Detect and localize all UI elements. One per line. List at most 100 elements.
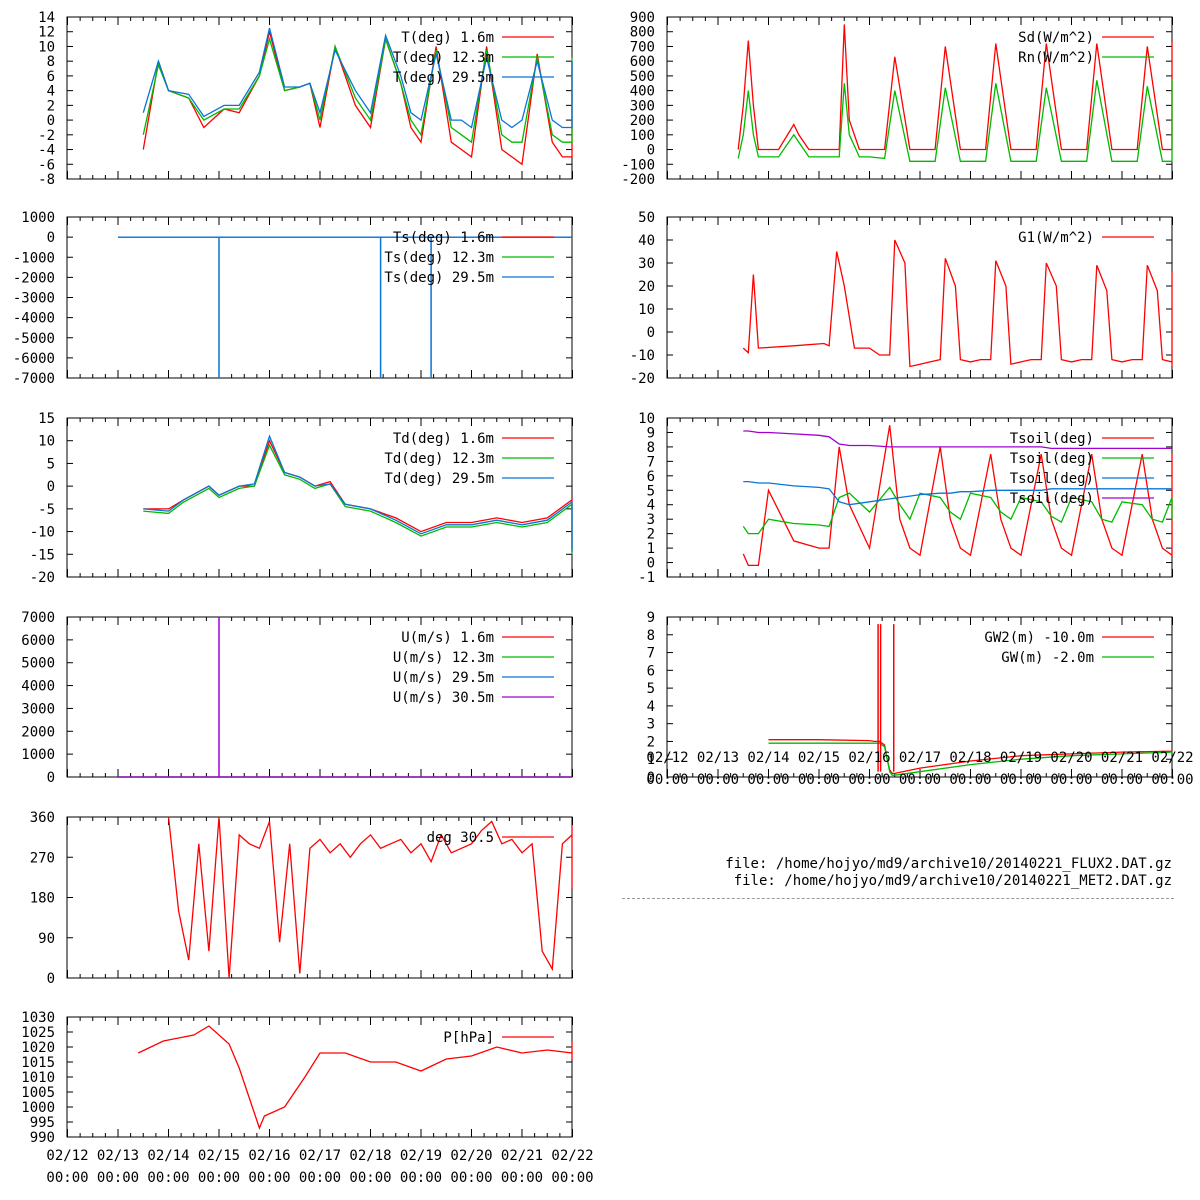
- series-line-P-0: [137, 1025, 573, 1130]
- y-tick-label: -2000: [13, 270, 55, 286]
- series-line-T-2: [142, 27, 573, 129]
- x-tick-label-time: 00:00: [198, 1170, 240, 1186]
- y-tick-label: 700: [630, 39, 655, 55]
- plot-frame-G1: [666, 216, 1173, 379]
- y-tick-label: 1000: [21, 747, 55, 763]
- y-tick-label: 6000: [21, 633, 55, 649]
- y-tick-label: 15: [38, 411, 55, 427]
- y-tick-label: -1: [638, 570, 655, 586]
- plot-frame-P: [66, 1016, 573, 1138]
- legend-label: Td(deg) 29.5m: [384, 471, 494, 487]
- x-tick-label-date: 02/18: [349, 1148, 391, 1164]
- y-tick-label: 5: [647, 681, 655, 697]
- series-line-Tsoil-2: [743, 480, 1172, 506]
- y-tick-label: 4: [647, 498, 655, 514]
- x-tick-label-time: 00:00: [349, 1170, 391, 1186]
- y-tick-label: 270: [30, 850, 55, 866]
- series-line-Rad-0: [737, 24, 1173, 151]
- y-tick-label: 9: [647, 425, 655, 441]
- y-tick-label: 10: [38, 39, 55, 55]
- y-tick-label: 7: [647, 454, 655, 470]
- x-tick-label-time: 00:00: [299, 1170, 341, 1186]
- legend-label: Td(deg) 1.6m: [393, 431, 494, 447]
- series-line-T-1: [142, 36, 573, 144]
- y-tick-label: 5000: [21, 656, 55, 672]
- y-tick-label: -4: [38, 143, 55, 159]
- y-tick-label: 0: [47, 113, 55, 129]
- y-tick-label: -5: [38, 502, 55, 518]
- x-tick-label-date: 02/16: [848, 750, 890, 766]
- x-tick-label-date: 02/20: [1050, 750, 1092, 766]
- x-tick-label-time: 00:00: [848, 772, 890, 788]
- y-tick-label: 8: [647, 440, 655, 456]
- x-tick-label-date: 02/22: [1151, 750, 1193, 766]
- y-tick-label: 2000: [21, 724, 55, 740]
- x-tick-label-time: 00:00: [46, 1170, 88, 1186]
- y-tick-label: -200: [621, 172, 655, 188]
- series-line-Td-0: [143, 438, 573, 550]
- y-tick-label: -1000: [13, 250, 55, 266]
- y-tick-label: 12: [38, 25, 55, 41]
- y-tick-label: 6: [647, 469, 655, 485]
- y-tick-label: 180: [30, 891, 55, 907]
- y-tick-label: 1025: [21, 1025, 55, 1041]
- legend-label: U(m/s) 30.5m: [393, 690, 494, 706]
- series-line-WD-0: [167, 816, 573, 979]
- series-line-Td-2: [143, 434, 573, 552]
- y-tick-label: 8: [647, 628, 655, 644]
- x-tick-label-time: 00:00: [248, 1170, 290, 1186]
- y-tick-label: 1030: [21, 1010, 55, 1026]
- y-tick-label: 2: [647, 734, 655, 750]
- x-tick-label-time: 00:00: [747, 772, 789, 788]
- legend-label: GW(m) -2.0m: [1001, 650, 1094, 666]
- x-tick-label-date: 02/16: [248, 1148, 290, 1164]
- plot-frame-Ts: [66, 216, 573, 379]
- y-tick-label: 1015: [21, 1055, 55, 1071]
- legend-label: G1(W/m^2): [1018, 230, 1094, 246]
- file-line-flux: file: /home/hojyo/md9/archive10/20140221…: [725, 856, 1172, 872]
- x-tick-label-date: 02/21: [1101, 750, 1143, 766]
- y-tick-label: 2: [647, 527, 655, 543]
- y-tick-label: 100: [630, 128, 655, 144]
- y-tick-label: 360: [30, 810, 55, 826]
- x-tick-label-date: 02/19: [400, 1148, 442, 1164]
- x-tick-label-time: 00:00: [798, 772, 840, 788]
- y-tick-label: -5000: [13, 331, 55, 347]
- x-tick-label-time: 00:00: [949, 772, 991, 788]
- x-tick-label-time: 00:00: [501, 1170, 543, 1186]
- x-tick-label-date: 02/15: [798, 750, 840, 766]
- y-tick-label: 5: [47, 456, 55, 472]
- y-tick-label: 1000: [21, 1100, 55, 1116]
- x-tick-label-date: 02/13: [697, 750, 739, 766]
- x-tick-label-time: 00:00: [147, 1170, 189, 1186]
- series-line-GW-1: [768, 742, 1173, 776]
- legend-label: Tsoil(deg): [1010, 431, 1094, 447]
- x-tick-label-time: 00:00: [400, 1170, 442, 1186]
- y-tick-label: 990: [30, 1130, 55, 1146]
- y-tick-label: 14: [38, 10, 55, 26]
- y-tick-label: 3000: [21, 701, 55, 717]
- y-tick-label: -10: [30, 525, 55, 541]
- y-tick-label: 90: [38, 931, 55, 947]
- y-tick-label: -15: [30, 547, 55, 563]
- y-tick-label: 1010: [21, 1070, 55, 1086]
- series-line-Tsoil-0: [742, 425, 1173, 567]
- y-tick-label: 0: [647, 556, 655, 572]
- x-tick-label-date: 02/22: [551, 1148, 593, 1164]
- y-tick-label: 2: [47, 98, 55, 114]
- x-tick-label-date: 02/14: [147, 1148, 189, 1164]
- legend-label: U(m/s) 1.6m: [401, 630, 494, 646]
- legend-label: Rn(W/m^2): [1018, 50, 1094, 66]
- y-tick-label: 900: [630, 10, 655, 26]
- y-tick-label: -6000: [13, 351, 55, 367]
- series-line-Tsoil-1: [742, 486, 1173, 535]
- plot-frame-Rad: [666, 16, 1173, 180]
- y-tick-label: 4: [47, 84, 55, 100]
- y-tick-label: 3: [647, 717, 655, 733]
- x-tick-label-date: 02/15: [198, 1148, 240, 1164]
- legend-label: Tsoil(deg): [1010, 471, 1094, 487]
- y-tick-label: 0: [47, 971, 55, 987]
- legend-label: Ts(deg) 29.5m: [384, 270, 494, 286]
- x-tick-label-date: 02/21: [501, 1148, 543, 1164]
